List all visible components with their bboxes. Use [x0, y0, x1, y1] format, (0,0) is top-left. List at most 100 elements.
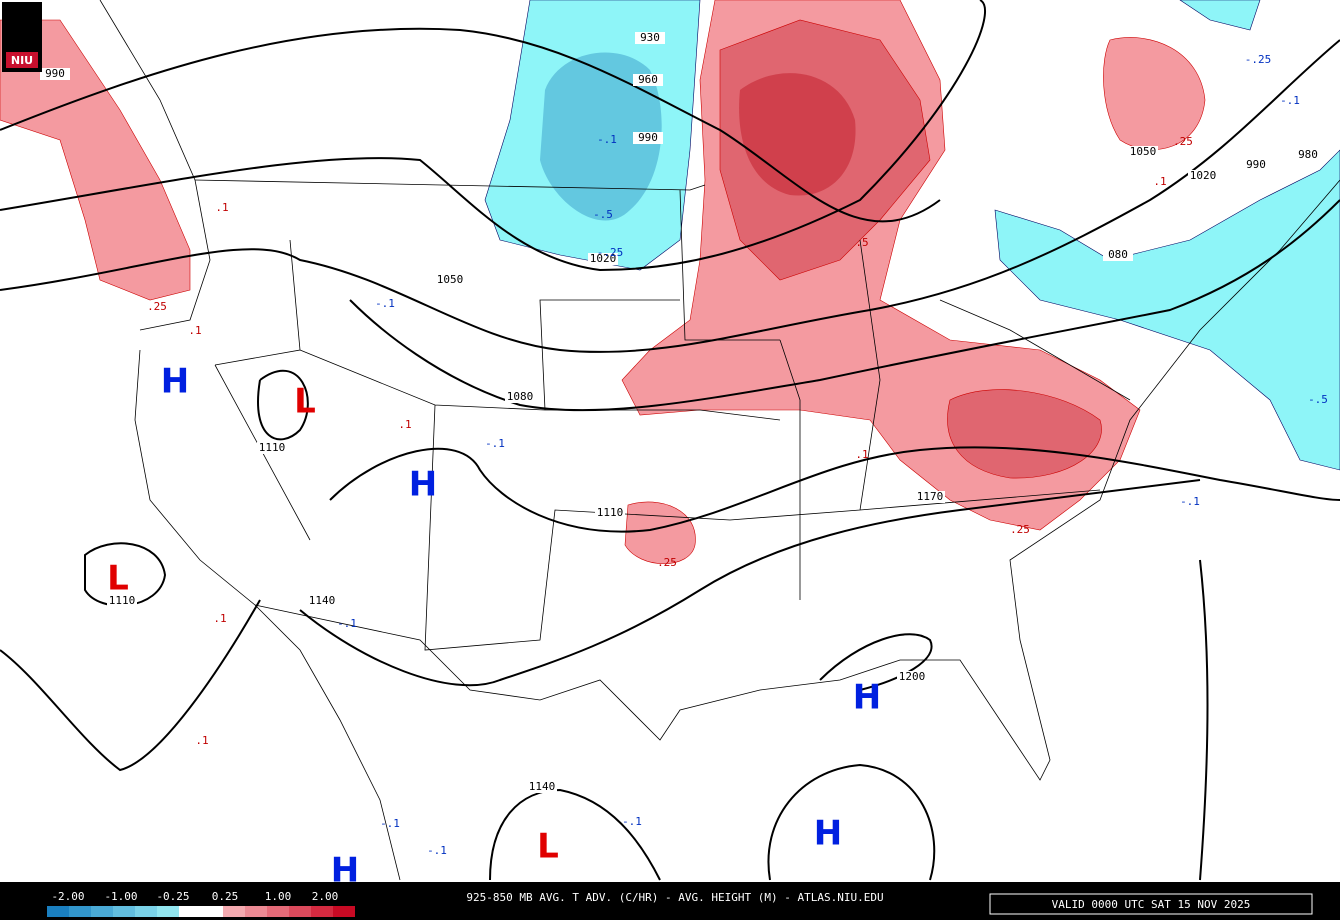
label-halo: [40, 68, 70, 80]
legend-swatch: [91, 906, 113, 917]
advection-label: .25: [1010, 523, 1030, 536]
label-halo: [588, 253, 618, 265]
pressure-center: H: [853, 678, 881, 718]
pressure-center: L: [107, 559, 129, 599]
label-halo: [915, 491, 945, 503]
legend-swatch: [267, 906, 289, 917]
label-halo: [1188, 170, 1218, 182]
advection-label: .1: [855, 448, 868, 461]
advection-label: .25: [1173, 135, 1193, 148]
height-label: 1140: [309, 594, 336, 607]
legend-label: 0.25: [212, 890, 239, 903]
advection-label: .25: [657, 556, 677, 569]
logo-text: NIU: [11, 54, 33, 67]
advection-label: .25: [147, 300, 167, 313]
advection-label: .1: [195, 734, 208, 747]
legend-swatch: [135, 906, 157, 917]
height-label: 1020: [1190, 169, 1217, 182]
logo-badge: [6, 52, 38, 68]
label-halo: [633, 74, 663, 86]
legend-label: -0.25: [156, 890, 189, 903]
label-halo: [1103, 249, 1133, 261]
advection-label: .1: [398, 418, 411, 431]
advection-label: .5: [855, 236, 868, 249]
pressure-center: H: [161, 362, 189, 402]
legend-label: -2.00: [51, 890, 84, 903]
advection-label: -.1: [622, 815, 642, 828]
height-label: 930: [640, 31, 660, 44]
legend-swatch: [245, 906, 267, 917]
label-halo: [633, 132, 663, 144]
legend-swatch: [157, 906, 179, 917]
label-halo: [527, 781, 557, 793]
label-halo: [1128, 146, 1158, 158]
label-halo: [595, 507, 625, 519]
pressure-center: L: [537, 827, 559, 867]
advection-label: -.1: [1280, 94, 1300, 107]
height-label: 1050: [1130, 145, 1157, 158]
legend-swatch: [47, 906, 69, 917]
height-label: 1110: [597, 506, 624, 519]
height-label: 980: [1298, 148, 1318, 161]
advection-label: -.1: [1180, 495, 1200, 508]
height-label: 960: [638, 73, 658, 86]
label-halo: [257, 442, 287, 454]
advection-label: .1: [213, 612, 226, 625]
advection-label: .1: [215, 201, 228, 214]
legend-swatch: [69, 906, 91, 917]
advection-label: .1: [1153, 175, 1166, 188]
pressure-center: H: [409, 465, 437, 505]
legend: -2.00 -1.00 -0.25 0.25 1.00 2.00: [47, 890, 355, 917]
label-halo: [307, 595, 337, 607]
label-halo: [635, 32, 665, 44]
advection-label: -.5: [593, 208, 613, 221]
height-label: 990: [1246, 158, 1266, 171]
height-label: 990: [45, 67, 65, 80]
advection-label: -.1: [427, 844, 447, 857]
advection-label: -.25: [597, 246, 624, 259]
label-halo: [505, 391, 535, 403]
legend-swatch: [179, 906, 201, 917]
legend-swatch: [311, 906, 333, 917]
height-label: 080: [1108, 248, 1128, 261]
advection-label: -.1: [485, 437, 505, 450]
strong-cold-advection: [540, 52, 662, 221]
label-halo: [1293, 149, 1323, 161]
label-halo: [107, 595, 137, 607]
valid-box: [989, 893, 1313, 915]
advection-label: -.5: [1308, 393, 1328, 406]
legend-swatch: [289, 906, 311, 917]
pressure-center: H: [814, 814, 842, 854]
height-label: 1080: [507, 390, 534, 403]
advection-label: .1: [188, 324, 201, 337]
legend-swatch: [201, 906, 223, 917]
height-label: 1110: [109, 594, 136, 607]
legend-swatch: [113, 906, 135, 917]
legend-label: 2.00: [312, 890, 339, 903]
label-halo: [1241, 159, 1271, 171]
height-label: 1020: [590, 252, 617, 265]
valid-time: VALID 0000 UTC SAT 15 NOV 2025: [1052, 898, 1251, 911]
height-label: 1050: [437, 273, 464, 286]
height-label: 1200: [899, 670, 926, 683]
height-label: 1110: [259, 441, 286, 454]
height-label: 1140: [529, 780, 556, 793]
height-label: 990: [638, 131, 658, 144]
advection-label: -.1: [375, 297, 395, 310]
legend-swatch: [223, 906, 245, 917]
advection-label: -.25: [1245, 53, 1272, 66]
height-label: 1170: [917, 490, 944, 503]
height-labels: 990 930 960 990 1020 1050 1080 1110 1110 1110 1140…: [40, 31, 1323, 793]
legend-swatch: [333, 906, 355, 917]
advection-label: -.1: [597, 133, 617, 146]
logo: NIU: [2, 2, 42, 72]
pressure-center: L: [294, 382, 316, 422]
advection-label: -.1: [337, 617, 357, 630]
advection-labels: -.1 -.5 -.25 .1 .25 .1 .1 -.1 -.1 .5 .1 .25 .25 .1 -.1…: [147, 53, 1328, 857]
label-halo: [435, 274, 465, 286]
height-contours: [0, 0, 1340, 881]
footer-title: 925-850 MB AVG. T ADV. (C/HR) - AVG. HEI…: [466, 891, 883, 904]
advection-label: -.1: [380, 817, 400, 830]
label-halo: [897, 671, 927, 683]
